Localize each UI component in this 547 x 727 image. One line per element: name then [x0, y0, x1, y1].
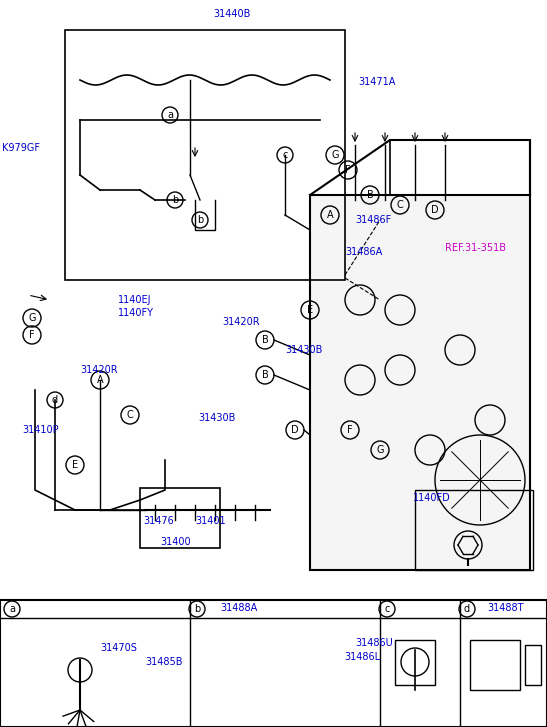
- Bar: [395, 640, 435, 685]
- Text: b: b: [197, 215, 203, 225]
- Text: b: b: [172, 195, 178, 205]
- Text: c: c: [385, 604, 389, 614]
- Bar: [0, 600, 547, 727]
- Text: 31476: 31476: [143, 516, 174, 526]
- Text: 31486F: 31486F: [355, 215, 391, 225]
- Bar: [310, 195, 530, 570]
- Text: G: G: [376, 445, 384, 455]
- Text: A: A: [97, 375, 103, 385]
- Text: B: B: [261, 370, 269, 380]
- Text: d: d: [52, 395, 58, 405]
- Text: 1140FD: 1140FD: [413, 493, 451, 503]
- Text: c: c: [282, 150, 288, 160]
- Text: G: G: [331, 150, 339, 160]
- Text: E: E: [307, 305, 313, 315]
- Text: 31485B: 31485B: [145, 657, 183, 667]
- Bar: [415, 490, 533, 570]
- Text: 31486L: 31486L: [344, 652, 380, 662]
- Text: 31401: 31401: [195, 516, 225, 526]
- Text: a: a: [9, 604, 15, 614]
- Text: 31430B: 31430B: [198, 413, 235, 423]
- Text: 31486A: 31486A: [345, 247, 382, 257]
- Text: 31440B: 31440B: [213, 9, 251, 19]
- Text: 31488T: 31488T: [487, 603, 523, 613]
- Text: 1140EJ: 1140EJ: [118, 295, 152, 305]
- Text: REF.31-351B: REF.31-351B: [445, 243, 506, 253]
- Text: 31420R: 31420R: [222, 317, 260, 327]
- Text: 31410P: 31410P: [22, 425, 59, 435]
- Text: 31486U: 31486U: [355, 638, 393, 648]
- Text: 31430B: 31430B: [285, 345, 322, 355]
- Text: B: B: [366, 190, 374, 200]
- Text: F: F: [347, 425, 353, 435]
- Text: b: b: [194, 604, 200, 614]
- Bar: [65, 30, 345, 280]
- Text: 31420R: 31420R: [80, 365, 118, 375]
- Text: 31400: 31400: [160, 537, 190, 547]
- Text: a: a: [167, 110, 173, 120]
- Text: C: C: [126, 410, 133, 420]
- Text: 31470S: 31470S: [100, 643, 137, 653]
- Bar: [470, 640, 520, 690]
- Text: F: F: [29, 330, 35, 340]
- Text: d: d: [464, 604, 470, 614]
- Bar: [525, 645, 541, 685]
- Text: 31488A: 31488A: [220, 603, 257, 613]
- Text: C: C: [397, 200, 403, 210]
- Text: K979GF: K979GF: [2, 143, 40, 153]
- Text: B: B: [261, 335, 269, 345]
- Text: A: A: [327, 210, 333, 220]
- Text: G: G: [28, 313, 36, 323]
- Text: D: D: [291, 425, 299, 435]
- Text: D: D: [431, 205, 439, 215]
- Text: 1140FY: 1140FY: [118, 308, 154, 318]
- Text: E: E: [72, 460, 78, 470]
- Text: F: F: [345, 165, 351, 175]
- Polygon shape: [310, 195, 530, 570]
- Bar: [140, 488, 220, 548]
- Text: 31471A: 31471A: [358, 77, 395, 87]
